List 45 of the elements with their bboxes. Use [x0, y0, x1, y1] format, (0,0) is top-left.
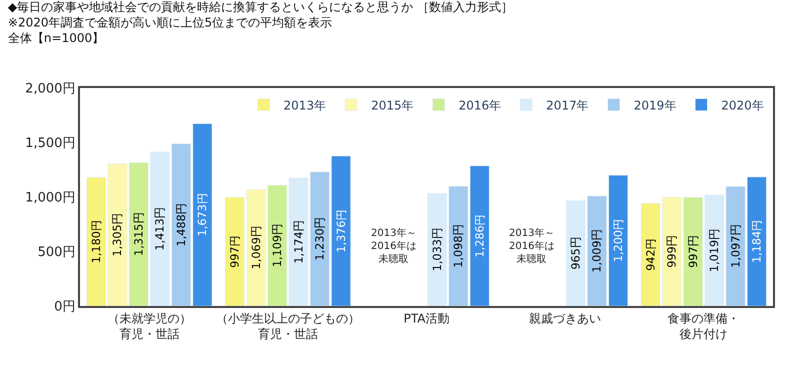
data-label: 1,376円 — [334, 209, 348, 253]
x-tick-label: 食事の準備・後片付け — [668, 311, 740, 341]
y-tick-label: 1,500円 — [25, 136, 76, 152]
data-label: 942円 — [644, 238, 658, 271]
chart-subtitle: ※2020年調査で金額が高い順に上位5位までの平均額を表示 — [8, 16, 332, 30]
data-label: 1,033円 — [430, 228, 444, 272]
x-tick-label: （小学生以上の子どもの）育児・世話 — [216, 311, 360, 341]
x-tick-label: （未就学児の）育児・世話 — [107, 311, 192, 341]
legend-label: 2019年 — [634, 98, 676, 112]
y-tick-label: 0円 — [54, 300, 76, 315]
text: 全体【n=1000】 — [8, 31, 104, 46]
legend-label: 2016年 — [458, 98, 502, 112]
data-label: 1,174円 — [292, 220, 306, 264]
chart-title: ◆毎日の家事や地域社会での貢献を時給に換算するといくらになると思うか ［数値入力形式］ — [8, 0, 513, 14]
data-label: 1,109円 — [271, 224, 284, 268]
data-label: 997円 — [686, 235, 700, 268]
legend-label: 2020年 — [721, 98, 764, 112]
annotation: 2013年～2016年は未聴取 — [371, 227, 416, 265]
data-label: 1,200円 — [612, 219, 625, 262]
legend-label: 2013年 — [284, 98, 326, 112]
data-label: 1,180円 — [90, 220, 103, 264]
data-label: 1,286円 — [473, 214, 486, 258]
legend-label: 2017年 — [546, 98, 589, 112]
y-tick-label: 500円 — [38, 245, 76, 260]
data-label: 1,413円 — [154, 207, 167, 251]
data-label: 1,230円 — [314, 217, 327, 261]
data-label: 1,009円 — [590, 229, 604, 273]
annotation: 2013年～2016年は未聴取 — [509, 227, 554, 265]
y-tick-label: 1,000円 — [25, 190, 76, 206]
data-label: 1,184円 — [750, 220, 764, 264]
data-label: 1,069円 — [250, 226, 263, 270]
data-label: 1,305円 — [111, 213, 124, 256]
data-label: 1,097円 — [729, 224, 742, 268]
x-tick-label: 親戚づきあい — [529, 311, 602, 326]
data-label: 1,315円 — [132, 212, 146, 256]
data-label: 1,019円 — [708, 228, 722, 272]
legend-label: 2015年 — [371, 98, 414, 112]
x-tick-label: PTA活動 — [404, 311, 450, 326]
y-tick-label: 2,000円 — [25, 82, 76, 97]
data-label: 997円 — [228, 235, 242, 268]
data-label: 1,673円 — [196, 193, 210, 236]
data-label: 1,098円 — [452, 224, 466, 268]
data-label: 965円 — [569, 237, 582, 270]
data-label: 999円 — [666, 235, 679, 268]
data-label: 1,488円 — [174, 203, 188, 247]
